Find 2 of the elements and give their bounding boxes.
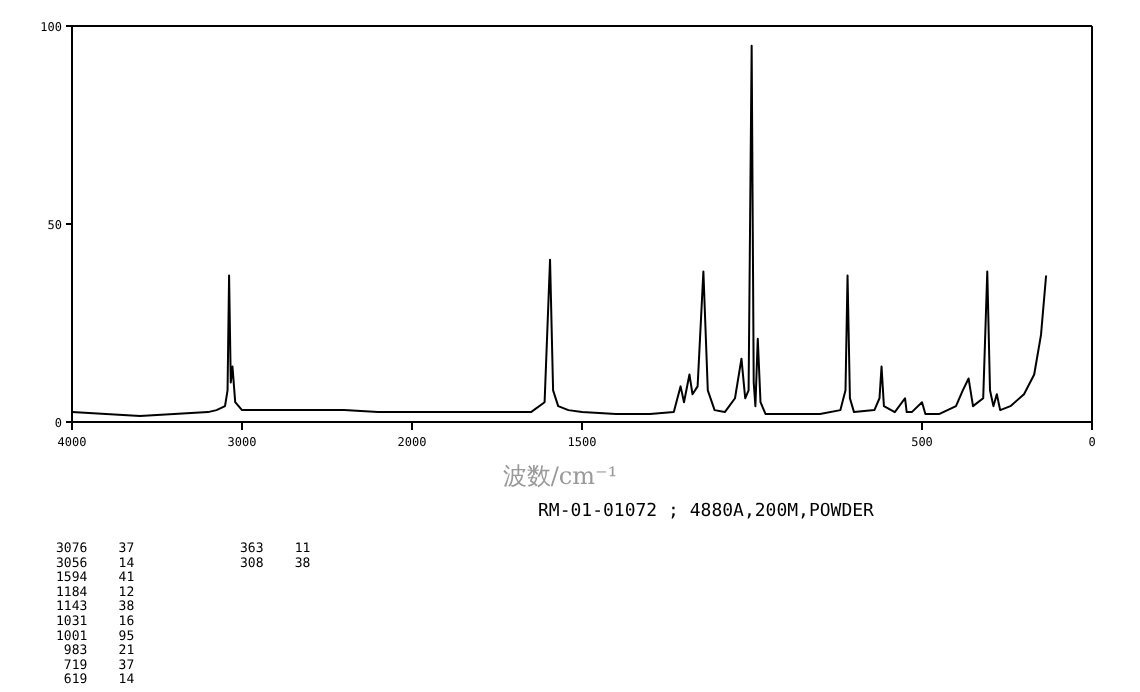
text: RM-01-01072 ; 4880A,200M,POWDER <box>538 502 876 522</box>
x-axis-title: 波数/cm⁻¹ <box>502 462 618 490</box>
